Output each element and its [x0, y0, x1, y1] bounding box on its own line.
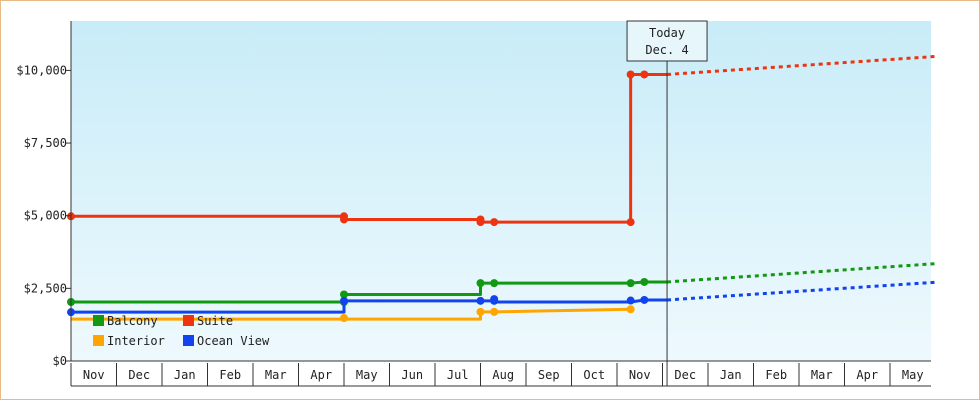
today-label-line2: Dec. 4	[645, 43, 688, 57]
series-forecast-suite	[666, 54, 936, 76]
x-tick-label: Sep	[538, 368, 560, 382]
y-tick-label: $5,000	[24, 209, 67, 223]
series-forecast-balcony	[666, 262, 936, 284]
x-tick-label: Jan	[720, 368, 742, 382]
legend-swatch-suite	[183, 315, 194, 326]
data-point-suite[interactable]	[626, 70, 635, 79]
x-tick-label: Oct	[583, 368, 605, 382]
today-label-line1: Today	[649, 26, 685, 40]
legend-swatch-interior	[93, 335, 104, 346]
data-point-suite[interactable]	[640, 70, 649, 79]
data-point-ocean-view[interactable]	[340, 296, 348, 305]
x-tick-label: Jan	[174, 368, 196, 382]
data-point-balcony[interactable]	[640, 277, 649, 286]
data-point-balcony[interactable]	[490, 279, 499, 288]
today-label-box	[626, 20, 708, 62]
data-point-interior[interactable]	[476, 307, 485, 316]
x-tick-label: Dec	[128, 368, 150, 382]
data-point-interior[interactable]	[626, 305, 635, 314]
data-point-balcony[interactable]	[340, 290, 348, 299]
data-point-ocean-view[interactable]	[476, 296, 485, 305]
legend-label-ocean-view: Ocean View	[197, 334, 270, 348]
x-tick-label: Apr	[310, 368, 332, 382]
x-tick-label: Mar	[265, 368, 287, 382]
legend-label-balcony: Balcony	[107, 314, 158, 328]
x-tick-label: Jul	[447, 368, 469, 382]
data-point-interior[interactable]	[490, 307, 499, 316]
y-tick-label: $7,500	[24, 136, 67, 150]
data-point-balcony[interactable]	[476, 279, 485, 288]
data-point-ocean-view[interactable]	[490, 295, 499, 304]
x-tick-label: Jun	[401, 368, 423, 382]
data-point-suite[interactable]	[476, 218, 485, 227]
x-tick-label: Aug	[492, 368, 514, 382]
x-tick-label: Feb	[219, 368, 241, 382]
y-tick-label: $10,000	[16, 63, 67, 77]
x-tick-label: Apr	[856, 368, 878, 382]
x-tick-label: Feb	[765, 368, 787, 382]
data-point-ocean-view[interactable]	[640, 295, 649, 304]
x-tick-label: Mar	[811, 368, 833, 382]
data-point-interior[interactable]	[340, 313, 348, 322]
x-tick-label: Nov	[83, 368, 105, 382]
series-forecast-ocean-view	[666, 280, 936, 302]
data-point-balcony[interactable]	[626, 279, 635, 288]
legend-swatch-balcony	[93, 315, 104, 326]
x-tick-label: Nov	[629, 368, 651, 382]
data-point-ocean-view[interactable]	[626, 296, 635, 305]
x-tick-label: Dec	[674, 368, 696, 382]
x-tick-label: May	[356, 368, 378, 382]
legend-label-suite: Suite	[197, 314, 233, 328]
plot-background	[71, 21, 931, 361]
data-point-suite[interactable]	[490, 218, 499, 227]
legend-swatch-ocean-view	[183, 335, 194, 346]
data-point-suite[interactable]	[340, 215, 348, 224]
y-tick-label: $0	[53, 354, 67, 368]
y-tick-label: $2,500	[24, 281, 67, 295]
legend-label-interior: Interior	[107, 334, 165, 348]
x-tick-label: May	[902, 368, 924, 382]
data-point-suite[interactable]	[626, 218, 635, 227]
